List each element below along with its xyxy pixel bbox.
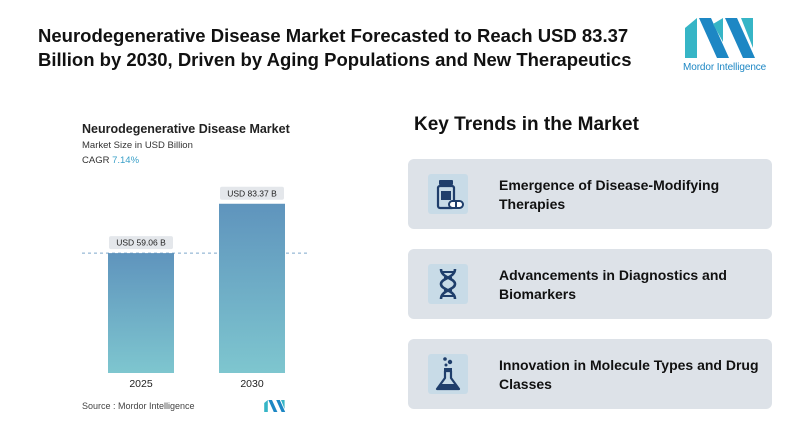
cagr-label: CAGR	[82, 155, 110, 166]
bar-2030	[219, 203, 285, 373]
trend-label: Emergence of Disease-Modifying Therapies	[499, 177, 720, 212]
trend-icon-box	[428, 174, 468, 214]
mordor-intelligence-logo-icon	[685, 18, 755, 58]
trend-icon-box	[428, 264, 468, 304]
chart-plot: USD 59.06 B 2025 USD 83.37 B 2030	[82, 186, 310, 390]
market-size-chart: Neurodegenerative Disease Market Market …	[82, 118, 322, 418]
data-label-bg	[220, 186, 284, 200]
trend-label: Advancements in Diagnostics and Biomarke…	[499, 267, 727, 302]
data-label: USD 83.37 B	[227, 188, 277, 198]
bar-2025	[108, 253, 174, 373]
chart-title: Neurodegenerative Disease Market	[82, 122, 290, 136]
trend-card-diagnostics-biomarkers: Advancements in Diagnostics and Biomarke…	[408, 249, 772, 319]
x-tick-label: 2030	[240, 378, 264, 390]
logo-text: Mordor Intelligence	[683, 62, 767, 73]
page-title: Neurodegenerative Disease Market Forecas…	[38, 25, 632, 70]
dna-icon	[439, 268, 457, 300]
pill-bottle-icon	[436, 180, 464, 210]
cagr-value: 7.14%	[112, 155, 140, 166]
trends-title: Key Trends in the Market	[414, 114, 639, 135]
data-label: USD 59.06 B	[116, 238, 166, 248]
flask-icon	[435, 357, 461, 391]
data-label-bg	[109, 236, 173, 250]
mini-logo-icon	[264, 400, 286, 412]
x-tick-label: 2025	[129, 378, 153, 390]
trend-label: Innovation in Molecule Types and Drug Cl…	[499, 357, 759, 392]
trend-card-molecule-types: Innovation in Molecule Types and Drug Cl…	[408, 339, 772, 409]
brand-logo: Mordor Intelligence	[683, 18, 769, 76]
chart-subtitle: Market Size in USD Billion	[82, 140, 193, 151]
trend-card-disease-modifying-therapies: Emergence of Disease-Modifying Therapies	[408, 159, 772, 229]
chart-cagr: CAGR 7.14%	[82, 155, 139, 166]
chart-source: Source : Mordor Intelligence	[82, 401, 195, 411]
trend-icon-box	[428, 354, 468, 394]
